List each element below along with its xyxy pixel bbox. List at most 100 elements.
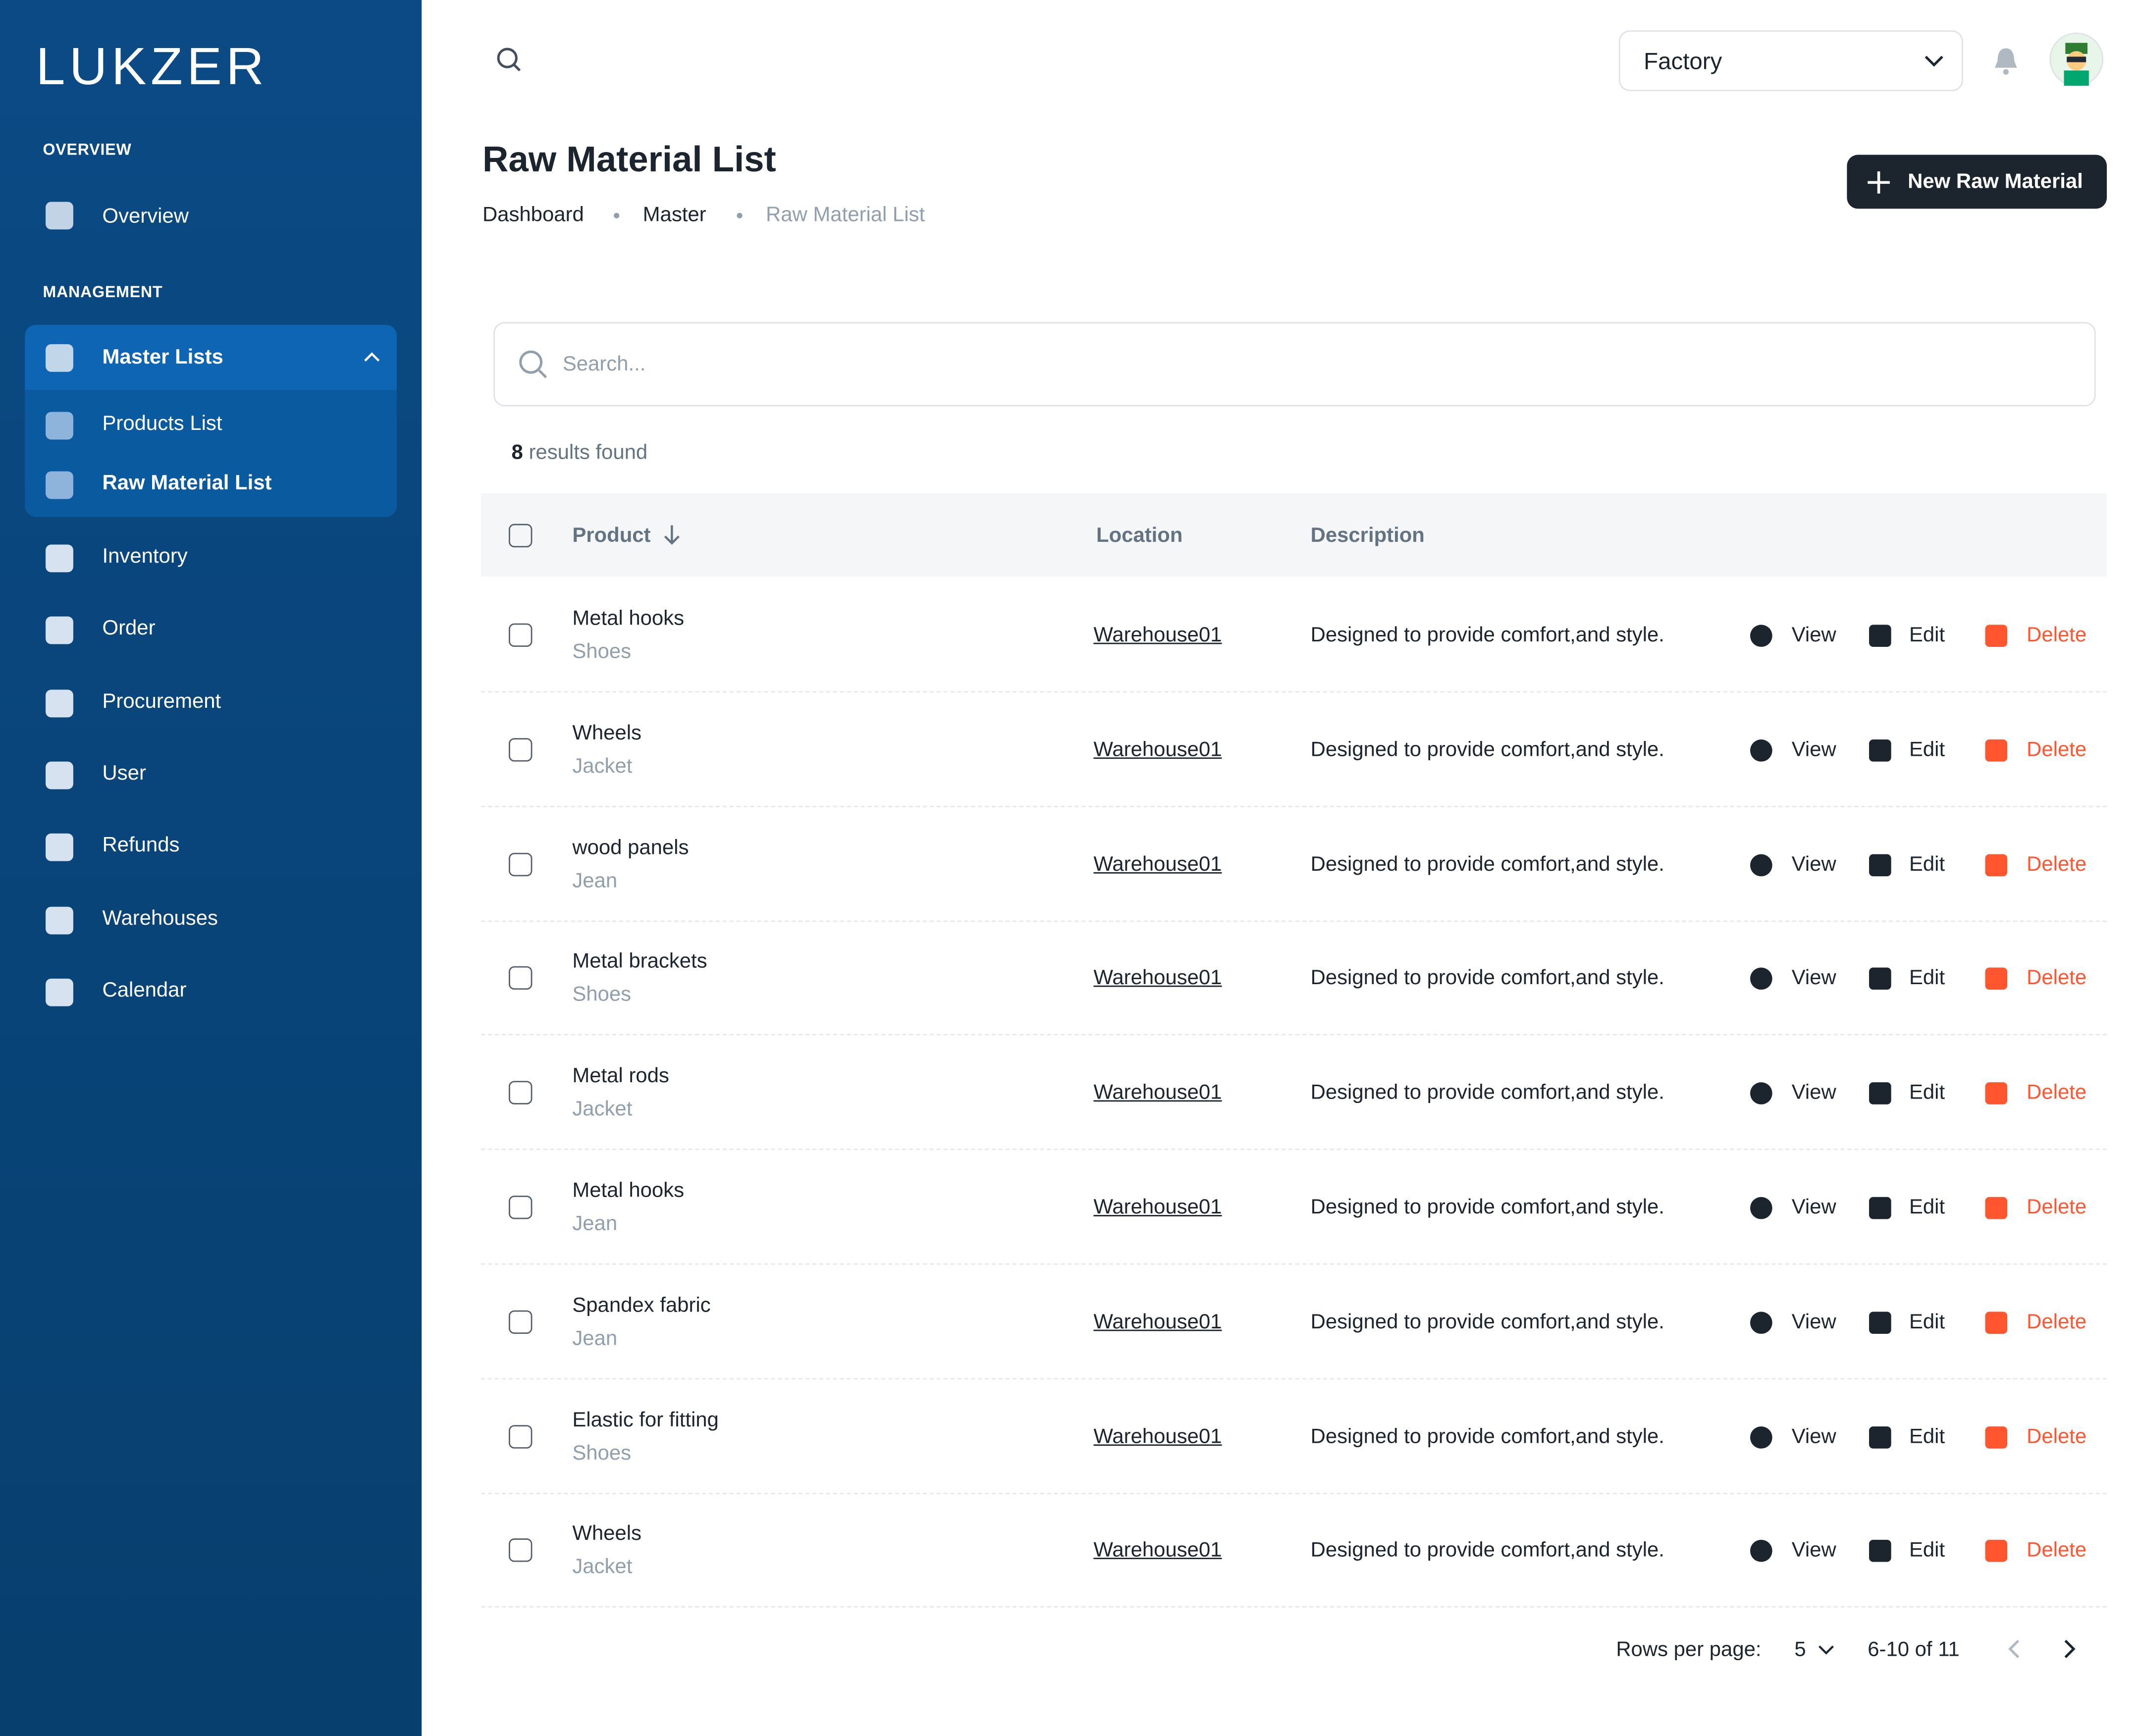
- rows-per-page[interactable]: 5: [1794, 1637, 1806, 1662]
- breadcrumb[interactable]: Master: [642, 203, 706, 227]
- row-checkbox[interactable]: [508, 1195, 533, 1219]
- product-name: Metal rods: [572, 1064, 669, 1088]
- row-checkbox[interactable]: [508, 852, 533, 876]
- action-0[interactable]: View: [1791, 966, 1836, 991]
- nav-item[interactable]: Warehouses: [102, 906, 218, 930]
- nav-item[interactable]: Procurement: [102, 689, 221, 713]
- action-1[interactable]: Edit: [1909, 1424, 1945, 1448]
- action-1[interactable]: Edit: [1909, 1195, 1945, 1219]
- action-0[interactable]: View: [1791, 737, 1836, 762]
- product-name: Wheels: [572, 721, 642, 745]
- action-1[interactable]: Edit: [1909, 1310, 1945, 1334]
- location-link[interactable]: Warehouse01: [1093, 1539, 1222, 1563]
- action-1[interactable]: Edit: [1909, 737, 1945, 762]
- breadcrumb[interactable]: Dashboard: [482, 203, 584, 227]
- row-checkbox[interactable]: [508, 737, 533, 762]
- nav-group-toggle[interactable]: Master Lists: [102, 345, 223, 369]
- nav-item[interactable]: User: [102, 761, 146, 785]
- action-2[interactable]: Delete: [2027, 1539, 2087, 1563]
- action-2[interactable]: Delete: [2027, 1424, 2087, 1448]
- search-box[interactable]: Search...: [493, 322, 2096, 407]
- action-2[interactable]: Delete: [2027, 1195, 2087, 1219]
- breadcrumb: Raw Material List: [766, 203, 925, 227]
- action-2[interactable]: Delete: [2027, 623, 2087, 647]
- action-0[interactable]: View: [1791, 1195, 1836, 1219]
- action-0[interactable]: View: [1791, 852, 1836, 876]
- search-icon[interactable]: [495, 46, 525, 76]
- nav-icon: [46, 617, 73, 645]
- location-link[interactable]: Warehouse01: [1093, 1195, 1222, 1219]
- nav-subitem[interactable]: Raw Material List: [102, 471, 272, 495]
- nav-subitem[interactable]: Products List: [102, 412, 222, 436]
- action-2[interactable]: Delete: [2027, 966, 2087, 991]
- action-icon: [1985, 1425, 2008, 1448]
- action-icon: [1869, 1197, 1891, 1219]
- product-name: Metal hooks: [572, 1179, 685, 1203]
- row-checkbox[interactable]: [508, 1310, 533, 1334]
- column-header[interactable]: Product: [572, 524, 651, 548]
- action-0[interactable]: View: [1791, 1424, 1836, 1448]
- nav-item[interactable]: Calendar: [102, 978, 187, 1002]
- location-link[interactable]: Warehouse01: [1093, 1081, 1222, 1105]
- new-button[interactable]: New Raw Material: [1847, 155, 2107, 209]
- row-checkbox[interactable]: [508, 1539, 533, 1563]
- breadcrumb-sep: [614, 212, 620, 218]
- product-category: Jacket: [572, 1555, 633, 1579]
- row-checkbox[interactable]: [508, 623, 533, 647]
- action-2[interactable]: Delete: [2027, 1081, 2087, 1105]
- description: Designed to provide comfort,and style.: [1310, 852, 1664, 876]
- product-name: wood panels: [572, 836, 689, 859]
- avatar[interactable]: [2049, 32, 2104, 87]
- action-1[interactable]: Edit: [1909, 852, 1945, 876]
- action-0[interactable]: View: [1791, 1310, 1836, 1334]
- next-page[interactable]: [2060, 1638, 2079, 1660]
- action-1[interactable]: Edit: [1909, 1081, 1945, 1105]
- nav-item[interactable]: Refunds: [102, 834, 180, 857]
- row-checkbox[interactable]: [508, 1081, 533, 1105]
- action-icon: [1750, 1082, 1772, 1105]
- prev-page[interactable]: [2005, 1638, 2024, 1660]
- row-checkbox[interactable]: [508, 966, 533, 991]
- action-icon: [1869, 1425, 1891, 1448]
- search-placeholder: Search...: [562, 352, 646, 376]
- action-0[interactable]: View: [1791, 1539, 1836, 1563]
- action-1[interactable]: Edit: [1909, 1539, 1945, 1563]
- row-divider: [481, 1492, 2107, 1494]
- action-icon: [1750, 968, 1772, 991]
- sidebar: LUKZER OVERVIEW Overview MANAGEMENT Mast…: [0, 0, 422, 1736]
- row-divider: [481, 1034, 2107, 1036]
- workspace-select[interactable]: Factory: [1618, 30, 1963, 92]
- action-2[interactable]: Delete: [2027, 852, 2087, 876]
- nav-group: [25, 324, 397, 517]
- nav-icon: [46, 761, 73, 789]
- action-0[interactable]: View: [1791, 623, 1836, 647]
- description: Designed to provide comfort,and style.: [1310, 1195, 1664, 1219]
- location-link[interactable]: Warehouse01: [1093, 966, 1222, 991]
- location-link[interactable]: Warehouse01: [1093, 1424, 1222, 1448]
- select-all[interactable]: [508, 524, 533, 548]
- action-0[interactable]: View: [1791, 1081, 1836, 1105]
- notifications[interactable]: [1989, 44, 2023, 77]
- location-link[interactable]: Warehouse01: [1093, 1310, 1222, 1334]
- action-1[interactable]: Edit: [1909, 966, 1945, 991]
- row-divider: [481, 920, 2107, 922]
- nav-item[interactable]: Overview: [102, 205, 189, 228]
- section-heading: MANAGEMENT: [43, 284, 163, 302]
- nav-item[interactable]: Inventory: [102, 544, 188, 568]
- action-2[interactable]: Delete: [2027, 1310, 2087, 1334]
- row-checkbox[interactable]: [508, 1424, 533, 1448]
- action-icon: [1750, 853, 1772, 876]
- nav-item[interactable]: Order: [102, 617, 156, 640]
- action-2[interactable]: Delete: [2027, 737, 2087, 762]
- product-category: Jean: [572, 1212, 618, 1236]
- action-icon: [1869, 1082, 1891, 1105]
- action-1[interactable]: Edit: [1909, 623, 1945, 647]
- location-link[interactable]: Warehouse01: [1093, 852, 1222, 876]
- location-link[interactable]: Warehouse01: [1093, 737, 1222, 762]
- location-link[interactable]: Warehouse01: [1093, 623, 1222, 647]
- description: Designed to provide comfort,and style.: [1310, 966, 1664, 991]
- logo: LUKZER: [36, 39, 268, 97]
- product-name: Wheels: [572, 1522, 642, 1546]
- product-name: Metal hooks: [572, 607, 685, 631]
- action-icon: [1869, 1540, 1891, 1563]
